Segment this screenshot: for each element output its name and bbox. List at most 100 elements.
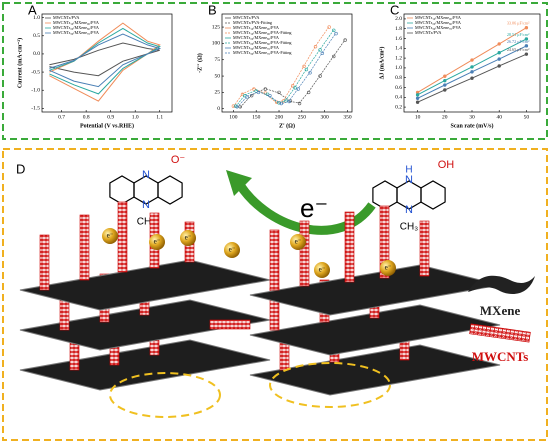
x-axis-label: Scan rate (mV/s) xyxy=(451,122,494,129)
electron-ball xyxy=(180,230,196,246)
x-tick-label: 250 xyxy=(298,114,307,120)
annotation: 28.51 μF/cm² xyxy=(507,32,530,37)
x-tick-label: 30 xyxy=(469,114,475,120)
y-tick-label: 125 xyxy=(212,24,221,30)
series-line xyxy=(236,32,337,108)
x-tick-label: 350 xyxy=(343,114,352,120)
nanotube xyxy=(209,319,251,330)
legend-label: MWCNTs₂₀/MXene₈₀/PVA xyxy=(53,25,99,30)
charts: A 0.7 0.8 0.9 1.0 1.1 -1.5 -1.0 -0.5 0.0 0.5 1.0 Pot… xyxy=(16,2,541,129)
atom-label: CH₃ xyxy=(400,222,419,233)
molecule-ring xyxy=(420,180,446,210)
y-tick-label: 2.0 xyxy=(395,16,402,22)
data-point xyxy=(291,84,295,88)
panel-label: B xyxy=(208,2,217,17)
nanotube xyxy=(117,201,128,273)
y-tick-label: 1.8 xyxy=(395,26,402,32)
legend-label: MWCNTs/PVA xyxy=(233,15,259,20)
x-tick-label: 20 xyxy=(442,114,448,120)
data-point xyxy=(293,86,297,90)
y-tick-label: 0 xyxy=(217,106,220,112)
electron-ball-label: e⁻ xyxy=(154,238,161,246)
panel-label: A xyxy=(28,2,37,17)
y-tick-label: 0.0 xyxy=(33,51,40,57)
data-point xyxy=(306,90,311,95)
x-tick-label: 150 xyxy=(252,114,261,120)
data-point xyxy=(497,64,501,68)
data-point xyxy=(320,51,325,55)
data-point xyxy=(470,65,474,69)
mxene-sheet xyxy=(19,339,271,391)
atom-label: N xyxy=(405,174,413,186)
y-tick-label: 0.8 xyxy=(395,75,402,81)
series-line xyxy=(49,22,161,102)
x-tick-label: 100 xyxy=(229,114,238,120)
electron-ball-label: e⁻ xyxy=(185,234,192,242)
top-frame xyxy=(2,2,548,140)
electron-ball xyxy=(380,260,396,276)
data-point xyxy=(302,64,306,68)
plot-frame xyxy=(403,13,541,113)
y-tick-label: 100 xyxy=(212,41,221,47)
nanotube xyxy=(419,220,430,277)
data-point xyxy=(318,74,322,78)
x-axis-label: Potential (V vs.RHE) xyxy=(80,122,134,129)
molecule-ring xyxy=(157,175,183,205)
series-line xyxy=(49,33,162,88)
atom-label: H xyxy=(405,165,412,176)
legend-label: MWCNTs₂₀/MXene₈₀/PVA-Fitting xyxy=(233,40,292,45)
annotation: 24.65 μF/cm² xyxy=(507,47,530,52)
x-tick-label: 1.1 xyxy=(156,114,163,120)
y-tick-label: 75 xyxy=(215,57,221,63)
data-point xyxy=(415,100,420,104)
electron-ball xyxy=(224,242,240,258)
panel-label: C xyxy=(390,2,399,17)
data-point xyxy=(318,48,322,52)
molecule-ring xyxy=(372,180,398,210)
electron-ball-label: e⁻ xyxy=(295,238,302,246)
y-tick-label: -1.5 xyxy=(31,106,40,112)
electron-ball xyxy=(314,262,330,278)
y-tick-label: 1.4 xyxy=(395,46,402,52)
data-point xyxy=(443,78,447,83)
legend-label: MWCNTs₃₀/MXene₇₀/PVA xyxy=(233,45,279,50)
nanotube xyxy=(344,211,355,283)
data-point xyxy=(443,83,447,87)
legend-label: MWCNTs₁₀/MXene₉₀/PVA xyxy=(415,15,461,20)
atom-label: N xyxy=(142,169,150,181)
legend-label: MWCNTs/PVA xyxy=(415,30,441,35)
bottom-frame xyxy=(2,148,548,441)
mxene-icon xyxy=(468,275,535,295)
legend-label: MWCNTs₁₀/MXene₉₀/PVA-Fitting xyxy=(233,30,292,35)
y-axis-label: Current (mA·cm⁻²) xyxy=(16,38,23,88)
y-tick-label: 0.5 xyxy=(33,33,40,39)
legend-label: MWCNTs₃₀/MXene₇₀/PVA xyxy=(53,30,99,35)
x-tick-label: 0.7 xyxy=(58,114,65,120)
legend-label: MWCNTs/PVA xyxy=(53,15,79,20)
data-point xyxy=(415,93,420,97)
y-tick-label: 0.2 xyxy=(395,104,402,110)
highlight xyxy=(109,372,221,418)
x-tick-label: 0.9 xyxy=(107,114,114,120)
x-tick-label: 0.8 xyxy=(83,114,90,120)
y-axis-label: -Z'' (Ω) xyxy=(196,53,203,73)
data-point xyxy=(497,51,501,55)
data-point xyxy=(296,87,300,91)
atom-label: N xyxy=(405,204,413,216)
y-tick-label: 25 xyxy=(215,90,221,96)
electron-ball xyxy=(290,234,306,250)
nanotube xyxy=(39,234,50,291)
molecule-ring xyxy=(109,175,135,205)
data-point xyxy=(245,95,249,99)
series-line xyxy=(233,26,330,107)
data-point xyxy=(297,101,302,106)
x-axis-label: Z' (Ω) xyxy=(279,122,295,129)
data-point xyxy=(334,31,338,36)
y-axis-label: ΔJ (mA/cm²) xyxy=(378,47,385,80)
annotation: 26.72 μF/cm² xyxy=(507,39,530,44)
electron-ball-label: e⁻ xyxy=(107,232,114,240)
x-tick-label: 40 xyxy=(496,114,502,120)
y-tick-label: 1.6 xyxy=(395,36,402,42)
